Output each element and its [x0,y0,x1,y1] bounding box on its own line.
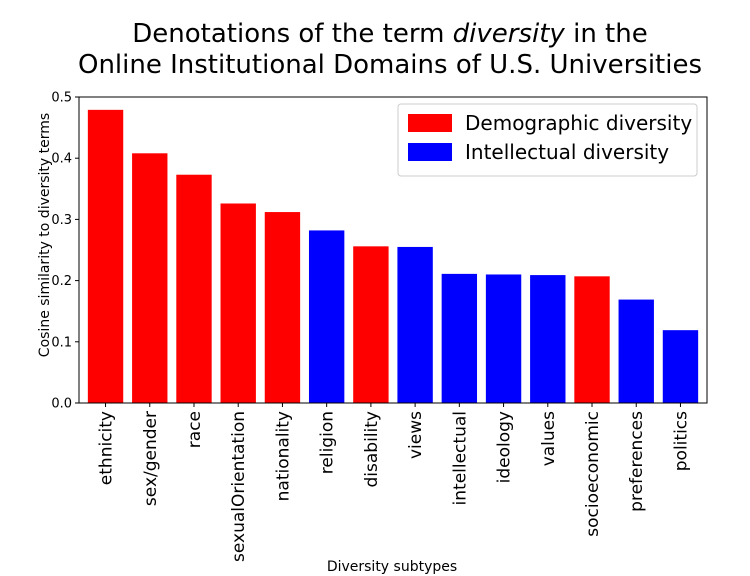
y-tick-label: 0.4 [51,152,72,167]
y-axis-label: Cosine similarity to diversity terms [37,113,53,357]
x-axis-ticks: ethnicity sex/gender race sexualOrientation… [97,403,692,562]
y-tick-label: 0.5 [51,91,72,106]
bar-race [176,174,212,403]
x-tick-label-politics: politics [672,411,692,471]
legend-box [397,103,698,177]
bar-politics [662,330,699,403]
x-tick-label-views: views [406,411,426,459]
bar-nationality [264,212,301,403]
y-tick-label: 0.1 [51,335,72,350]
x-tick-label-sexualorientation: sexualOrientation [229,411,249,562]
legend-label-demographic: Demographic diversity [465,111,692,135]
x-tick-label-nationality: nationality [273,411,293,501]
x-tick-label-socioeconomic: socioeconomic [583,411,603,537]
chart-title-line-1: Denotations of the term diversity in the [132,19,647,49]
bar-disability [353,246,389,403]
x-tick-label-ethnicity: ethnicity [97,411,117,485]
x-tick-label-religion: religion [318,411,338,474]
bars-group [87,109,699,403]
x-tick-label-race: race [185,411,205,448]
bar-views [397,246,433,403]
x-tick-label-ideology: ideology [495,411,515,483]
bar-sexualorientation [220,203,256,403]
y-axis-ticks: 0.0 0.1 0.2 0.3 0.4 0.5 [51,91,79,412]
bar-religion [308,230,345,403]
y-tick-label: 0.0 [51,397,72,412]
legend-swatch-demographic [408,114,452,132]
bar-ethnicity [87,109,124,403]
y-tick-label: 0.2 [51,274,72,289]
bar-intellectual [441,273,478,403]
bar-sex-gender [132,153,168,403]
x-tick-label-sex-gender: sex/gender [141,411,161,506]
bar-values [530,275,566,403]
plot-frame [78,96,708,404]
x-axis-label: Diversity subtypes [327,559,457,575]
bar-ideology [485,274,522,403]
y-tick-label: 0.3 [51,213,72,228]
legend: Demographic diversity Intellectual diver… [397,103,698,177]
chart-title-line-2: Online Institutional Domains of U.S. Uni… [78,50,702,80]
legend-swatch-intellectual [408,143,452,161]
x-tick-label-values: values [539,411,559,466]
x-tick-label-disability: disability [362,411,382,487]
legend-label-intellectual: Intellectual diversity [465,140,669,164]
bar-preferences [618,299,654,403]
bar-socioeconomic [574,276,610,403]
x-tick-label-preferences: preferences [627,411,647,512]
x-tick-label-intellectual: intellectual [450,411,470,505]
